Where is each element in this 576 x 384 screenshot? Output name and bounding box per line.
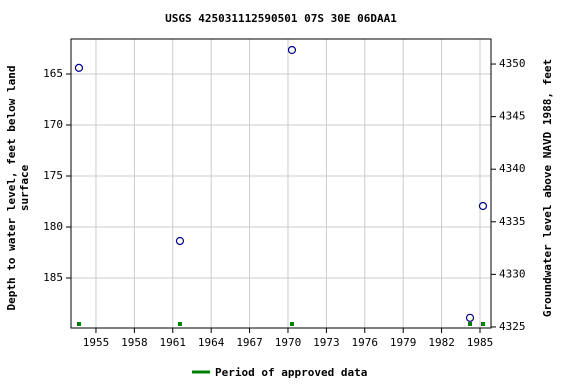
data-point: [74, 63, 84, 72]
legend-label: Period of approved data: [215, 366, 367, 379]
x-tick-label: 1979: [390, 336, 417, 349]
approved-period: [76, 322, 81, 326]
approved-period: [468, 322, 473, 326]
y-tick-label: 180: [43, 220, 63, 233]
approved-period: [289, 322, 294, 326]
y-axis-label: Depth to water level, feet below land: [5, 65, 18, 310]
y-axis-label: surface: [18, 164, 31, 211]
x-tick-label: 1958: [121, 336, 148, 349]
y2-tick-label: 4340: [499, 162, 526, 175]
data-point: [465, 313, 475, 322]
x-tick-label: 1976: [352, 336, 379, 349]
y2-tick-label: 4330: [499, 267, 526, 280]
x-tick-label: 1970: [275, 336, 302, 349]
y-tick-label: 170: [43, 118, 63, 131]
x-tick-label: 1985: [467, 336, 494, 349]
data-point: [175, 236, 185, 246]
x-tick-label: 1964: [198, 336, 225, 349]
y2-tick-label: 4325: [499, 320, 526, 333]
approved-period: [177, 322, 182, 326]
data-point: [287, 45, 297, 55]
x-tick-label: 1967: [236, 336, 263, 349]
x-tick-label: 1982: [428, 336, 455, 349]
y-tick-label: 185: [43, 271, 63, 284]
y2-tick-label: 4350: [499, 57, 526, 70]
y2-tick-label: 4345: [499, 110, 526, 123]
y2-axis-label: Groundwater level above NAVD 1988, feet: [541, 59, 554, 317]
chart-title: USGS 425031112590501 07S 30E 06DAA1: [165, 12, 397, 25]
y-tick-label: 165: [43, 67, 63, 80]
y-tick-label: 175: [43, 169, 63, 182]
x-tick-label: 1973: [313, 336, 340, 349]
approved-period: [480, 322, 485, 326]
plot-frame: [70, 38, 492, 329]
y2-tick-label: 4335: [499, 215, 526, 228]
x-tick-label: 1955: [83, 336, 110, 349]
data-point: [478, 201, 488, 211]
x-tick-label: 1961: [160, 336, 187, 349]
